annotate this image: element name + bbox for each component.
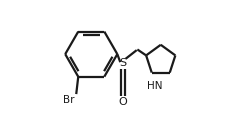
Text: O: O	[118, 97, 127, 107]
Text: Br: Br	[63, 94, 74, 105]
Text: HN: HN	[147, 81, 163, 91]
Text: S: S	[119, 58, 126, 68]
